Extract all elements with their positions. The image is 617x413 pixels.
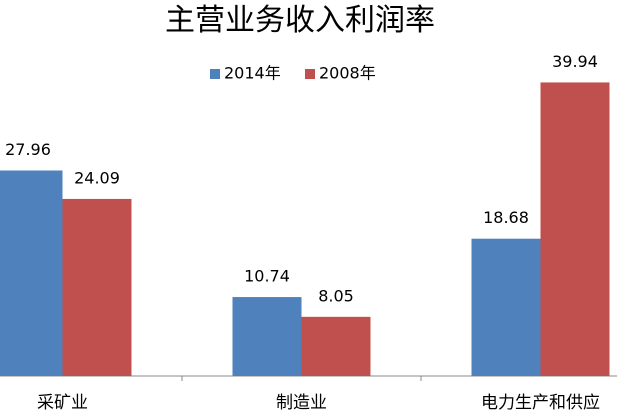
bar (62, 198, 132, 376)
bar (301, 316, 371, 376)
legend-label: 2014年 (224, 64, 281, 83)
legend-swatch (305, 69, 315, 79)
data-label: 39.94 (552, 52, 598, 71)
legend-swatch (210, 69, 220, 79)
data-label: 27.96 (5, 140, 51, 159)
x-tick-label: 制造业 (276, 393, 327, 413)
data-label: 10.74 (244, 267, 290, 286)
x-tick-label: 采矿业 (37, 393, 88, 413)
bar (0, 170, 63, 376)
data-label: 18.68 (483, 208, 529, 227)
legend-label: 2008年 (319, 64, 376, 83)
bar (540, 82, 610, 376)
data-label: 8.05 (318, 286, 354, 305)
x-tick-label: 电力生产和供应 (481, 393, 600, 413)
bar (232, 297, 302, 376)
bar (471, 238, 541, 376)
data-label: 24.09 (74, 168, 120, 187)
chart-title: 主营业务收入利润率 (165, 3, 435, 38)
